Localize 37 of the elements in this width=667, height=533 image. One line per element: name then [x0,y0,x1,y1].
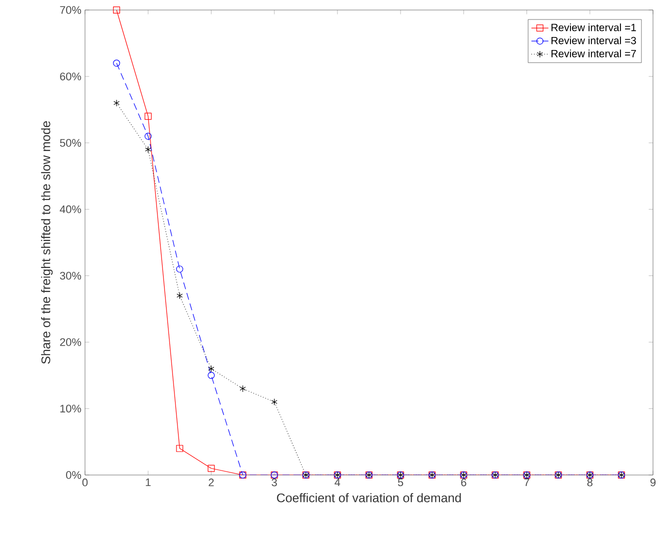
x-tick-label: 9 [650,478,656,486]
point [208,365,214,372]
x-tick-label: 6 [461,478,466,486]
x-tick-label: 4 [334,478,340,486]
x-tick-label: 2 [208,478,214,486]
legend-label: Review interval =3 [552,36,636,44]
legend-label: Review interval =1 [552,23,636,32]
y-tick-label: 70% [60,6,82,14]
point [208,372,215,379]
x-tick-label: 0 [82,478,88,486]
y-tick-label: 30% [60,272,82,280]
point [113,6,120,14]
point [113,100,120,106]
y-tick-label: 60% [60,72,82,80]
point [113,60,120,67]
x-tick-label: 3 [272,478,277,486]
point [208,464,215,472]
point [271,398,278,406]
point [145,146,152,153]
y-tick-label: 20% [60,338,82,346]
y-tick-label: 10% [60,404,82,412]
y-tick-label: 40% [60,205,82,214]
point [176,266,184,273]
x-tick-label: 5 [398,478,404,486]
x-tick-label: 7 [524,478,530,486]
point [144,132,152,140]
legend-label: Review interval =7 [552,50,636,58]
point [176,292,183,300]
point [144,112,152,120]
point [176,444,184,452]
y-axis-title: Share of the freight shifted to the slow mode [41,121,53,364]
x-tick-label: 8 [587,478,592,486]
point [240,385,246,392]
y-tick-label: 50% [60,138,82,147]
x-axis-title: Coefficient of variation of demand [276,493,461,502]
x-tick-label: 1 [146,478,151,486]
y-tick-label: 0% [66,471,82,479]
